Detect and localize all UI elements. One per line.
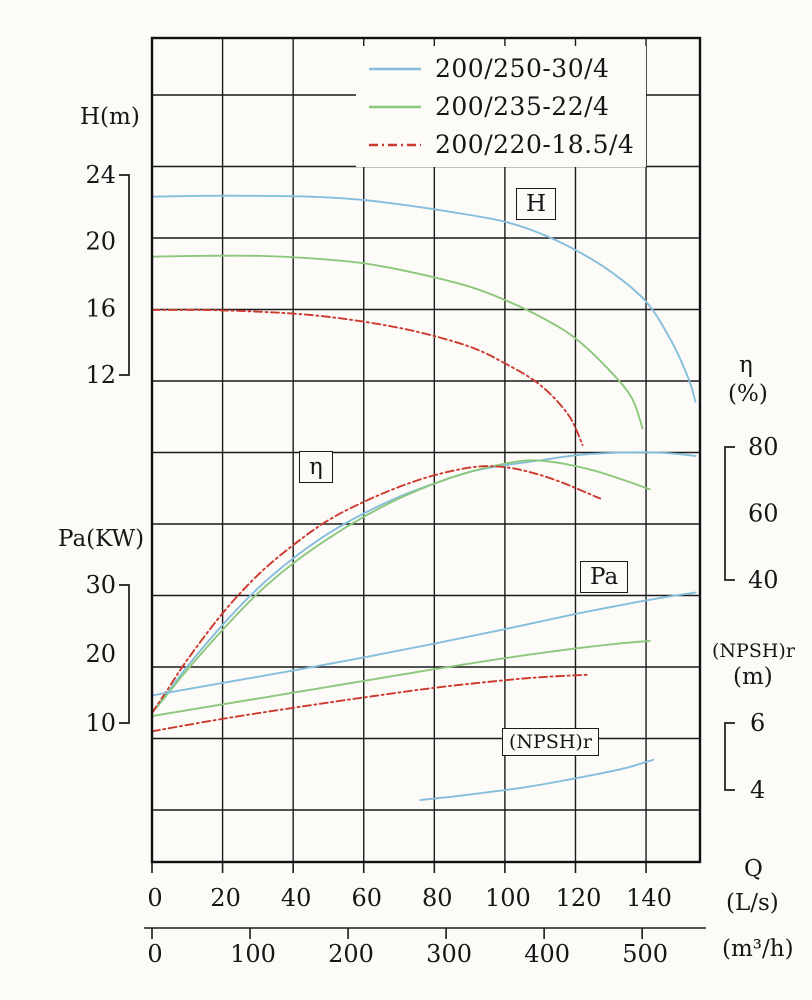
power-axis-bracket (119, 584, 130, 724)
flow-tick-label: 80 (422, 884, 453, 912)
flow-tick-label: 140 (626, 884, 672, 912)
head-axis-bracket (119, 174, 130, 376)
legend-item: 200/235-22/4 (368, 92, 634, 121)
efficiency-tick-label: 40 (748, 566, 779, 594)
power-tick-label: 10 (85, 709, 116, 737)
legend-line-sample (369, 105, 421, 108)
plot-frame (150, 36, 702, 864)
npshr-axis-unit: (m) (733, 664, 773, 690)
head-axis-label: H(m) (80, 104, 140, 130)
npshr-curve-tag: (NPSH)r (502, 728, 599, 756)
head-curve-tag: H (516, 188, 557, 220)
curve-pa-200-220-18-5-4 (151, 673, 591, 733)
head-tick-label: 16 (85, 294, 116, 322)
flow-tick-label: 100 (485, 884, 531, 912)
npshr-axis-label: (NPSH)r (712, 640, 795, 662)
flow-axis-unit-ls: (L/s) (726, 890, 779, 916)
curve-npsh-r-200-250-30-4 (419, 758, 655, 801)
head-tick-label: 24 (85, 161, 116, 189)
efficiency-tick-label: 60 (748, 500, 779, 528)
legend-line-sample (369, 67, 421, 70)
flow-axis-unit-m3h: (m³/h) (722, 936, 794, 962)
secondary-flow-tick-label: 200 (328, 940, 374, 968)
legend: 200/250-30/4 200/235-22/4 200/220-18.5/4 (356, 46, 647, 167)
legend-line-sample (369, 143, 421, 146)
flow-tick-label: 120 (556, 884, 602, 912)
head-tick-label: 12 (85, 361, 116, 389)
power-axis-label: Pa(KW) (58, 526, 145, 552)
flow-tick-label: 60 (351, 884, 382, 912)
flow-axis-label: Q (744, 856, 763, 882)
secondary-flow-tick-label: 500 (622, 940, 668, 968)
efficiency-axis-bracket (724, 446, 735, 581)
curve-200-235-22-4 (151, 459, 651, 714)
npshr-axis-bracket (724, 722, 735, 791)
flow-tick-label: 40 (281, 884, 312, 912)
curve-pa-200-250-30-4 (151, 591, 697, 697)
secondary-flow-tick-label: 100 (230, 940, 276, 968)
efficiency-axis-unit: (%) (728, 381, 768, 407)
flow-tick-label: 20 (210, 884, 241, 912)
curve-h-200-235-22-4 (151, 254, 644, 430)
curve-h-200-220-18-5-4 (151, 308, 584, 446)
legend-label: 200/235-22/4 (435, 92, 610, 121)
efficiency-curve-tag: η (299, 451, 333, 483)
npshr-tick-label: 4 (750, 776, 765, 804)
curve-h-200-250-30-4 (151, 194, 697, 403)
secondary-flow-tick-label: 0 (147, 940, 162, 968)
power-tick-label: 20 (85, 640, 116, 668)
legend-item: 200/220-18.5/4 (368, 130, 634, 159)
secondary-flow-tick-label: 300 (426, 940, 472, 968)
power-curve-tag: Pa (580, 561, 629, 593)
secondary-flow-tick-label: 400 (524, 940, 570, 968)
flow-tick-label: 0 (147, 884, 162, 912)
power-tick-label: 30 (85, 571, 116, 599)
efficiency-tick-label: 80 (748, 433, 779, 461)
npshr-tick-label: 6 (750, 709, 765, 737)
curve-200-220-18-5-4 (151, 465, 602, 714)
head-tick-label: 20 (85, 228, 116, 256)
curve-pa-200-235-22-4 (151, 639, 651, 718)
legend-item: 200/250-30/4 (368, 54, 634, 83)
legend-label: 200/220-18.5/4 (435, 130, 635, 159)
efficiency-axis-label: η (739, 352, 753, 378)
legend-label: 200/250-30/4 (435, 54, 610, 83)
